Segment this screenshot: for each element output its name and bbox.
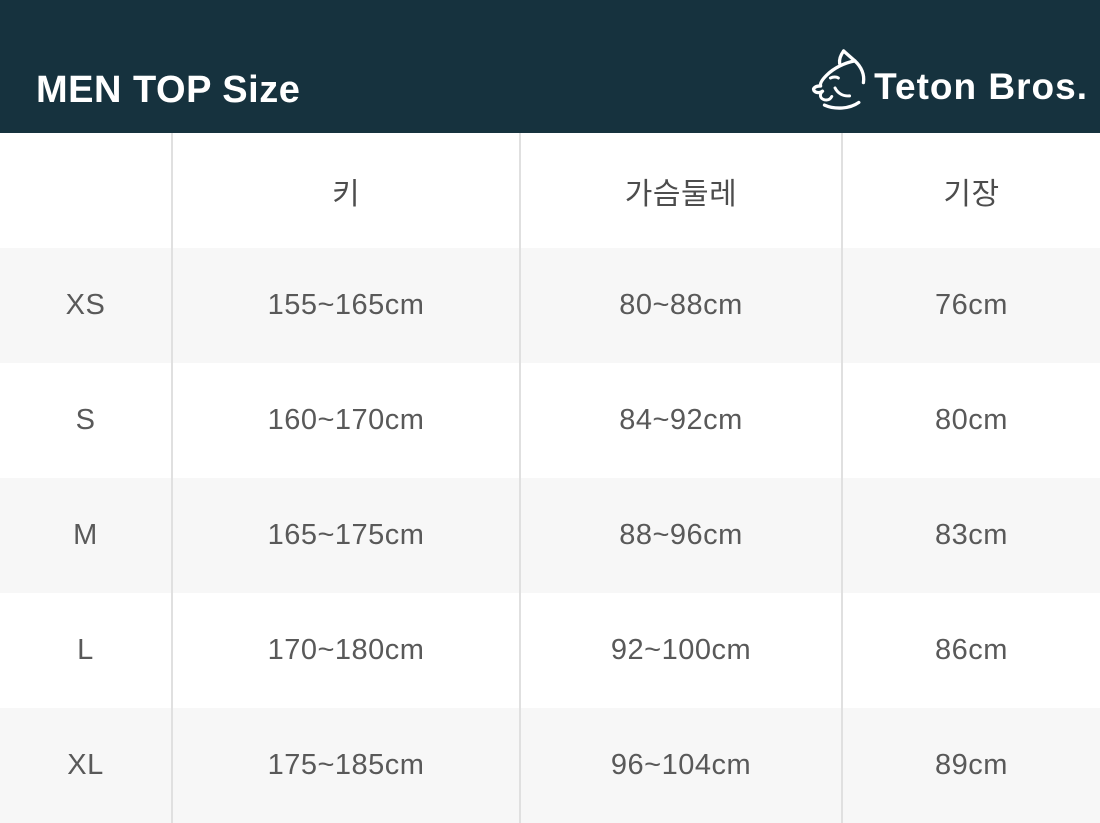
banner: MEN TOP Size Teton Bro xyxy=(0,0,1100,133)
length-value: 76cm xyxy=(841,248,1100,363)
header-cell-length: 기장 xyxy=(841,133,1100,248)
puma-head-icon xyxy=(812,49,866,110)
size-label: XL xyxy=(67,749,104,781)
height-value: 160~170cm xyxy=(171,363,519,478)
length-value: 83cm xyxy=(841,478,1100,593)
height-value: 170~180cm xyxy=(171,593,519,708)
length-value: 80cm xyxy=(841,363,1100,478)
table-row-m: M 165~175cm 88~96cm 83cm xyxy=(0,478,1100,593)
table-row-s: S 160~170cm 84~92cm 80cm xyxy=(0,363,1100,478)
table-row-xl: XL 175~185cm 96~104cm 89cm xyxy=(0,708,1100,823)
page-title: MEN TOP Size xyxy=(36,69,301,111)
size-table: 키 가슴둘레 기장 XS 155~165cm 80~88cm 76cm S 16… xyxy=(0,133,1100,823)
brand-name: Teton Bros. xyxy=(874,66,1088,107)
length-value: 89cm xyxy=(841,708,1100,823)
header-cell-chest: 가슴둘레 xyxy=(519,133,841,248)
chest-value: 92~100cm xyxy=(519,593,841,708)
chest-value: 80~88cm xyxy=(519,248,841,363)
table-header-row: 키 가슴둘레 기장 xyxy=(0,133,1100,248)
table-row-xs: XS 155~165cm 80~88cm 76cm xyxy=(0,248,1100,363)
chest-value: 96~104cm xyxy=(519,708,841,823)
header-cell-height: 키 xyxy=(171,133,519,248)
size-label: XS xyxy=(65,289,106,321)
chest-value: 88~96cm xyxy=(519,478,841,593)
height-value: 155~165cm xyxy=(171,248,519,363)
brand-logo-group: Teton Bros. xyxy=(806,47,1088,113)
size-label: M xyxy=(73,519,98,551)
header-cell-blank xyxy=(0,133,171,248)
table-row-l: L 170~180cm 92~100cm 86cm xyxy=(0,593,1100,708)
size-label: L xyxy=(77,634,94,666)
height-value: 175~185cm xyxy=(171,708,519,823)
height-value: 165~175cm xyxy=(171,478,519,593)
size-label: S xyxy=(75,404,96,436)
chest-value: 84~92cm xyxy=(519,363,841,478)
length-value: 86cm xyxy=(841,593,1100,708)
